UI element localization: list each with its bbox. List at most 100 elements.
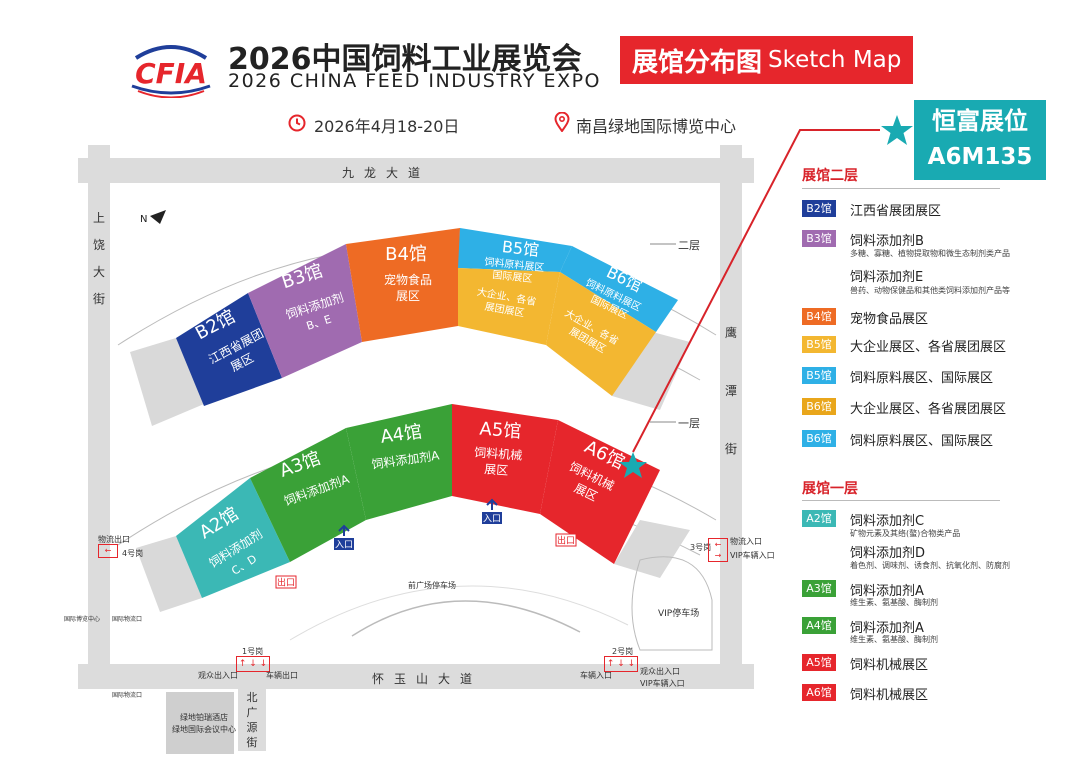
logistics-entry-label: 物流入口 (730, 537, 762, 546)
exit-label-2: 出口 (557, 535, 575, 547)
floor1-marker: 一层 (678, 417, 700, 430)
title-cn: 2026中国饲料工业展览会 (228, 42, 582, 77)
legend-b3b-text: 饲料添加剂B (850, 234, 924, 249)
small-sign-3: 国际物流口 (112, 692, 143, 699)
legend-b6b-badge: B6馆 (802, 430, 836, 447)
road-south (78, 664, 754, 689)
vip-parking-area (631, 556, 713, 651)
booth-label: 恒富展位 (932, 107, 1028, 135)
legend-a3-text: 饲料添加剂A (850, 584, 924, 599)
visitor-exit-w-label: 观众出入口 (198, 671, 238, 680)
road-west (88, 145, 110, 689)
booth-code: A6M135 (927, 144, 1033, 170)
road-south-branch-label: 北广源街 (246, 691, 258, 749)
vip-entry-east-label: VIP车辆入口 (730, 551, 775, 560)
lower-left-cap (136, 536, 202, 612)
legend-a6-badge: A6馆 (802, 684, 836, 701)
hall-b5-top (458, 228, 572, 272)
hall-a3-block (250, 428, 366, 562)
legend-b2-badge: B2馆 (802, 200, 836, 217)
gate1-arrows-icon: ↑ ↓ ↓ (236, 656, 270, 672)
badge-cn: 展馆分布图 (632, 47, 763, 78)
front-parking-label: 前广场停车场 (408, 581, 456, 590)
booth-leader-line (632, 129, 880, 453)
gate2-label: 2号岗 (612, 647, 634, 656)
legend-a2c-text: 饲料添加剂C (850, 514, 925, 529)
entry-label-1: 入口 (335, 540, 353, 551)
entry-marker-a3: 入口 (334, 524, 354, 551)
legend-b3-badge: B3馆 (802, 230, 836, 247)
hotel-label-2: 绿地国际会议中心 (172, 725, 236, 734)
hall-a6-block (540, 420, 660, 564)
hall-a4-block (346, 404, 452, 520)
legend-b5b-text: 饲料原料展区、国际展区 (850, 371, 994, 386)
hall-a5-line2: 展区 (484, 462, 509, 478)
legend-a4-badge: A4馆 (802, 617, 836, 634)
road-south-label: 怀玉山大道 (372, 672, 483, 686)
legend-b4-text: 宠物食品展区 (850, 312, 929, 327)
legend-floor2-title: 展馆二层 (802, 168, 858, 184)
logistics-exit-label: 物流出口 (98, 535, 130, 544)
legend-b4-badge: B4馆 (802, 308, 836, 325)
hall-b4-line1: 宠物食品 (384, 272, 432, 287)
expo-date: 2026年4月18-20日 (314, 117, 460, 136)
exit-label-1: 出口 (277, 577, 295, 589)
legend-floor1-title: 展馆一层 (802, 481, 858, 497)
legend-a3-badge: A3馆 (802, 580, 836, 597)
hall-b2-block (176, 293, 282, 406)
gate3-arrow-icon: ← → (708, 538, 728, 562)
hall-a5-line1: 饲料机械 (474, 444, 523, 462)
legend-b6a-text: 大企业展区、各省展团展区 (850, 402, 1007, 417)
hall-b3-block (248, 244, 362, 378)
hall-b5-line2: 国际展区 (492, 269, 533, 285)
vehicle-exit-label: 车辆出口 (266, 671, 298, 680)
gate4-label: 4号岗 (122, 549, 144, 558)
hall-b6-bottom (546, 272, 656, 396)
legend-a4-text: 饲料添加剂A (850, 621, 924, 636)
road-east (720, 145, 742, 689)
road-south-branch (238, 689, 266, 751)
legend-a2d-sub: 着色剂、调味剂、诱食剂、抗氧化剂、防腐剂 (850, 561, 1010, 570)
upper-left-cap (130, 338, 204, 426)
booth-callout: 恒富展位 A6M135 (914, 100, 1046, 180)
exit-marker-a6: 出口 (555, 533, 577, 547)
hall-a2-block (176, 478, 290, 598)
hall-b5-bottom (458, 268, 560, 345)
gate3-label: 3号岗 (690, 543, 712, 552)
entry-label-2: 入口 (483, 514, 501, 525)
badge-en: Sketch Map (768, 47, 902, 73)
legend-b5a-badge: B5馆 (802, 336, 836, 353)
hotel-block (166, 692, 234, 754)
hall-a5-block (452, 404, 558, 514)
small-sign-2: 国际物流口 (112, 616, 143, 623)
hall-b4-block (346, 228, 460, 342)
lower-right-cap (614, 520, 690, 578)
clock-icon (288, 114, 306, 136)
vip-entry-south-label: VIP车辆入口 (640, 679, 685, 688)
hall-b4-line2: 展区 (396, 289, 420, 303)
legend-floor1-divider (802, 500, 1000, 501)
legend-a6-text: 饲料机械展区 (850, 688, 929, 703)
legend-b2-text: 江西省展团展区 (850, 204, 942, 219)
expo-venue: 南昌绿地国际博览中心 (576, 117, 737, 136)
legend-b5b-badge: B5馆 (802, 367, 836, 384)
legend-a4-sub: 维生素、氨基酸、酶制剂 (850, 635, 938, 644)
a6-star-icon (619, 452, 647, 478)
sketch-map-badge: 展馆分布图 Sketch Map (620, 36, 914, 84)
upper-right-cap (612, 330, 690, 410)
hotel-label-1: 绿地铂瑞酒店 (180, 713, 228, 722)
cfia-logo: CFIA (128, 38, 214, 99)
vip-parking-label: VIP停车场 (658, 609, 700, 619)
gate4-arrow-icon: ← (98, 544, 118, 558)
logo-text: CFIA (135, 57, 207, 90)
hall-a5-name: A5馆 (479, 419, 522, 443)
booth-star-icon (880, 114, 914, 150)
floor2-marker: 二层 (678, 239, 700, 252)
title-en: 2026 CHINA FEED INDUSTRY EXPO (228, 70, 601, 92)
legend-b3e-text: 饲料添加剂E (850, 270, 924, 285)
legend-a5-text: 饲料机械展区 (850, 658, 929, 673)
legend-a3-sub: 维生素、氨基酸、酶制剂 (850, 598, 938, 607)
visitor-exit-e-label: 观众出入口 (640, 667, 680, 676)
legend-b6a-badge: B6馆 (802, 398, 836, 415)
